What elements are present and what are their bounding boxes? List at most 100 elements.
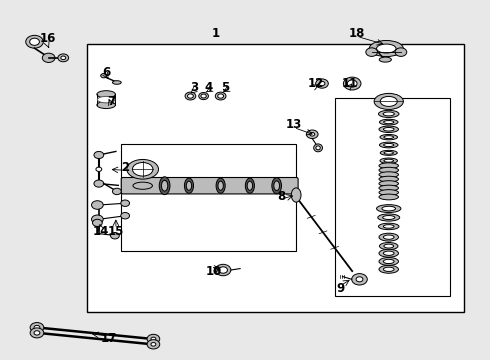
Ellipse shape [379, 243, 398, 249]
Circle shape [92, 201, 103, 209]
Circle shape [92, 215, 103, 224]
Circle shape [366, 48, 377, 57]
Text: 9: 9 [336, 283, 344, 296]
Circle shape [147, 334, 160, 343]
Ellipse shape [272, 178, 281, 194]
Circle shape [111, 233, 119, 239]
Ellipse shape [186, 181, 192, 190]
Ellipse shape [383, 251, 394, 255]
Ellipse shape [384, 244, 393, 248]
Ellipse shape [380, 158, 397, 163]
Ellipse shape [379, 163, 398, 168]
Text: 17: 17 [100, 333, 117, 346]
Ellipse shape [185, 92, 196, 100]
Circle shape [113, 188, 121, 195]
Text: 8: 8 [277, 190, 286, 203]
Ellipse shape [97, 102, 116, 109]
Circle shape [306, 130, 318, 139]
Ellipse shape [199, 93, 208, 100]
Circle shape [121, 200, 129, 206]
Text: 16: 16 [40, 32, 56, 45]
Ellipse shape [384, 143, 394, 147]
Ellipse shape [113, 81, 121, 84]
Ellipse shape [215, 92, 226, 100]
Circle shape [310, 132, 315, 136]
Text: 6: 6 [102, 66, 110, 79]
Text: 3: 3 [190, 81, 198, 94]
Circle shape [343, 77, 361, 90]
Bar [335, 98, 450, 296]
Bar [121, 144, 296, 251]
Ellipse shape [379, 142, 398, 148]
Circle shape [30, 328, 44, 338]
Text: 13: 13 [286, 118, 302, 131]
Ellipse shape [384, 136, 393, 139]
Ellipse shape [379, 167, 398, 173]
Circle shape [30, 38, 39, 45]
Ellipse shape [314, 144, 322, 152]
Ellipse shape [379, 265, 398, 273]
Ellipse shape [384, 159, 393, 162]
Circle shape [352, 274, 368, 285]
Ellipse shape [378, 223, 399, 230]
Circle shape [42, 53, 55, 63]
Text: 11: 11 [342, 77, 358, 90]
Text: 7: 7 [107, 95, 115, 108]
Ellipse shape [379, 172, 398, 177]
Text: 10: 10 [205, 265, 221, 278]
Ellipse shape [201, 94, 206, 98]
Ellipse shape [379, 119, 398, 125]
Text: 18: 18 [349, 27, 365, 40]
Text: 14: 14 [93, 225, 109, 238]
FancyBboxPatch shape [121, 177, 298, 194]
Ellipse shape [379, 257, 398, 265]
Circle shape [34, 331, 40, 335]
Ellipse shape [291, 188, 301, 202]
Ellipse shape [127, 159, 159, 179]
Ellipse shape [383, 216, 395, 220]
Ellipse shape [383, 112, 394, 116]
Ellipse shape [380, 96, 397, 107]
Ellipse shape [380, 134, 397, 140]
Circle shape [101, 73, 107, 78]
Circle shape [319, 81, 325, 86]
Ellipse shape [247, 181, 252, 190]
Circle shape [93, 219, 102, 226]
Circle shape [395, 48, 407, 57]
Ellipse shape [376, 44, 396, 53]
Circle shape [147, 340, 160, 349]
Circle shape [30, 323, 44, 333]
Ellipse shape [382, 206, 395, 211]
Ellipse shape [97, 91, 116, 98]
Ellipse shape [383, 259, 394, 264]
Ellipse shape [161, 180, 168, 191]
Ellipse shape [379, 185, 398, 191]
Ellipse shape [374, 93, 403, 109]
Circle shape [215, 264, 231, 276]
Circle shape [94, 152, 104, 158]
Circle shape [34, 325, 40, 330]
Ellipse shape [218, 181, 223, 190]
Circle shape [58, 54, 69, 62]
Ellipse shape [132, 162, 153, 176]
Ellipse shape [383, 267, 394, 271]
Text: 1: 1 [212, 27, 220, 40]
Ellipse shape [274, 181, 279, 190]
Text: 5: 5 [221, 81, 230, 94]
Ellipse shape [384, 121, 394, 124]
Circle shape [26, 35, 43, 48]
Ellipse shape [188, 94, 194, 98]
Ellipse shape [316, 146, 320, 150]
Ellipse shape [133, 182, 152, 189]
Ellipse shape [380, 150, 397, 156]
Ellipse shape [378, 111, 399, 117]
Circle shape [151, 337, 156, 341]
Ellipse shape [379, 176, 398, 182]
Ellipse shape [379, 249, 398, 257]
Circle shape [219, 267, 227, 273]
Text: 15: 15 [108, 225, 124, 238]
Circle shape [316, 79, 328, 88]
Ellipse shape [383, 235, 394, 239]
Circle shape [356, 277, 363, 282]
Ellipse shape [379, 126, 398, 132]
